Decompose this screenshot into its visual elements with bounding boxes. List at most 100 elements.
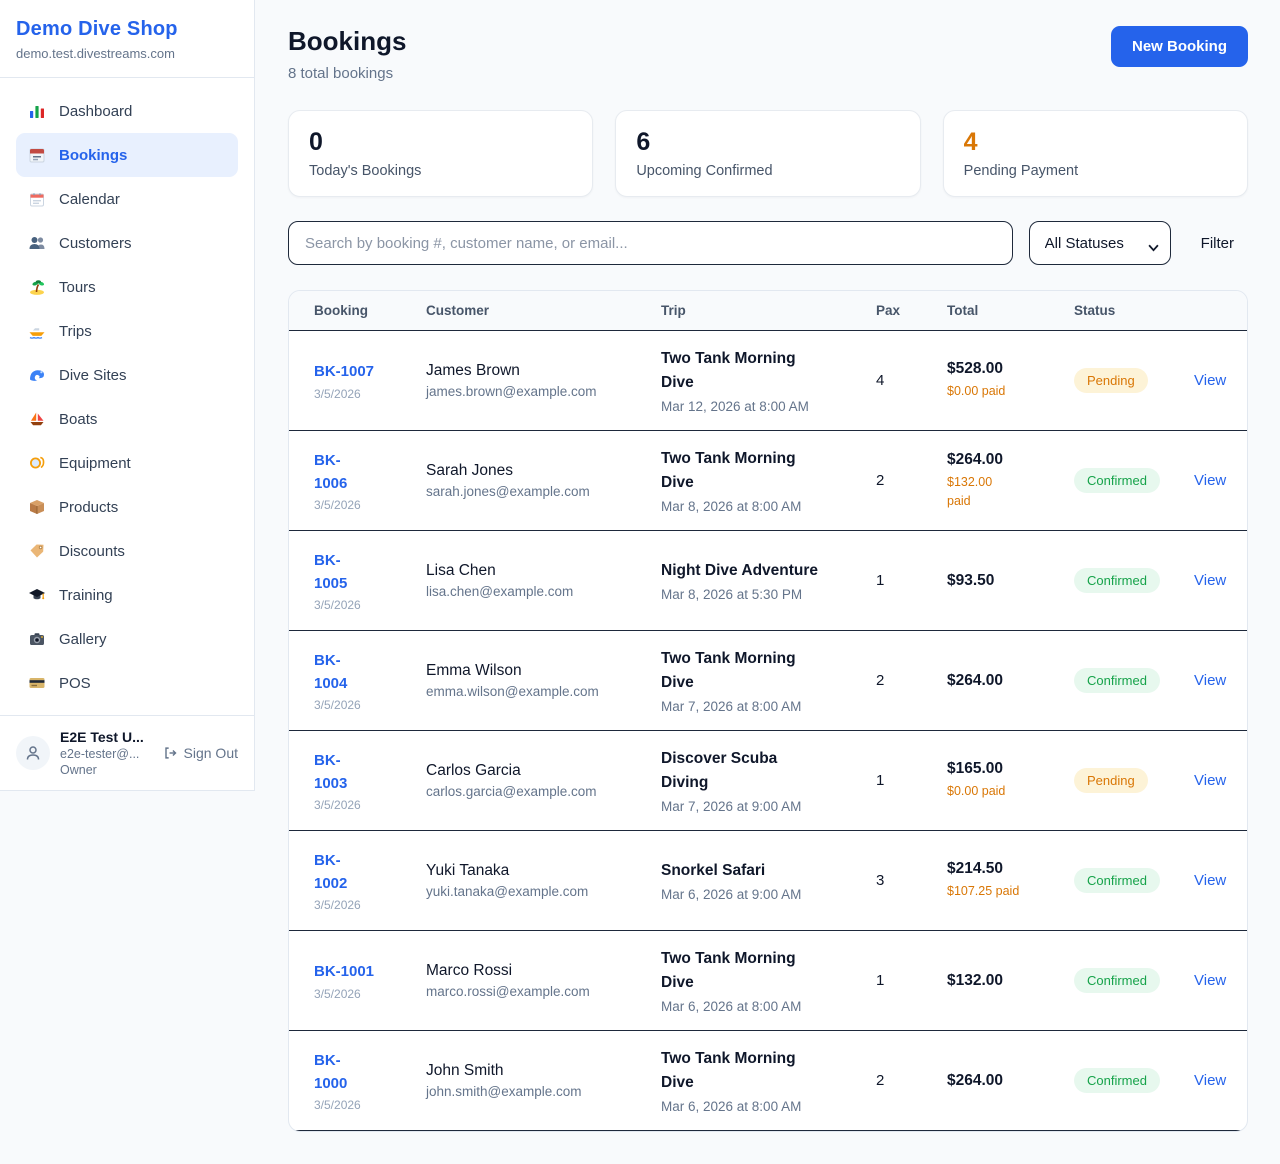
bookings-icon — [28, 146, 46, 164]
sidebar-item-label: Tours — [59, 278, 96, 296]
booking-cell: BK- 1004 3/5/2026 — [314, 649, 426, 713]
trip-name: Two Tank Morning Dive — [661, 1049, 796, 1091]
trip-time: Mar 7, 2026 at 8:00 AM — [661, 699, 802, 715]
stat-value: 4 — [963, 128, 978, 156]
booking-link[interactable]: BK- 1006 — [314, 451, 348, 492]
trip-name: Night Dive Adventure — [661, 561, 819, 579]
sidebar-item-dive-sites[interactable]: Dive Sites — [16, 353, 238, 397]
sidebar-item-tours[interactable]: Tours — [16, 265, 238, 309]
view-link[interactable]: View — [1194, 1071, 1227, 1089]
sidebar-item-label: Training — [59, 586, 113, 604]
boats-icon — [28, 410, 46, 428]
sidebar: Demo Dive Shop demo.test.divestreams.com… — [0, 0, 255, 791]
calendar-icon — [28, 190, 46, 208]
sidebar-item-calendar[interactable]: Calendar — [16, 177, 238, 221]
booking-link[interactable]: BK- 1000 — [314, 1051, 348, 1092]
status-select[interactable]: All Statuses — [1028, 221, 1171, 265]
sidebar-item-equipment[interactable]: Equipment — [16, 441, 238, 485]
customer-email: carlos.garcia@example.com — [426, 784, 597, 799]
trip-name: Two Tank Morning Dive — [661, 949, 796, 991]
booking-cell: BK- 1000 3/5/2026 — [314, 1049, 426, 1113]
view-link[interactable]: View — [1194, 571, 1227, 589]
sidebar-item-discounts[interactable]: Discounts — [16, 529, 238, 573]
sidebar-item-pos[interactable]: POS — [16, 661, 238, 705]
view-link[interactable]: View — [1194, 671, 1227, 689]
trip-cell: Two Tank Morning Dive Mar 8, 2026 at 8:0… — [661, 447, 876, 514]
table-row: BK- 1003 3/5/2026 Carlos Garcia carlos.g… — [289, 731, 1247, 831]
status-badge: Confirmed — [1074, 568, 1160, 593]
sidebar-item-gallery[interactable]: Gallery — [16, 617, 238, 661]
pax-cell: 3 — [876, 872, 885, 889]
stat-label: Upcoming Confirmed — [636, 163, 773, 179]
sidebar-item-dashboard[interactable]: Dashboard — [16, 89, 238, 133]
customer-cell: James Brown james.brown@example.com — [426, 362, 661, 399]
view-link[interactable]: View — [1194, 471, 1227, 489]
view-link[interactable]: View — [1194, 871, 1227, 889]
bookings-table: Booking Customer Trip Pax Total Status B… — [288, 290, 1248, 1132]
sidebar-item-bookings[interactable]: Bookings — [16, 133, 238, 177]
sidebar-item-boats[interactable]: Boats — [16, 397, 238, 441]
sidebar-item-label: Customers — [59, 234, 132, 252]
customer-email: john.smith@example.com — [426, 1084, 582, 1099]
booking-link[interactable]: BK- 1002 — [314, 851, 348, 892]
view-link[interactable]: View — [1194, 771, 1227, 789]
actions-cell: View — [1194, 372, 1236, 390]
customer-email: yuki.tanaka@example.com — [426, 884, 589, 899]
booking-link[interactable]: BK- 1003 — [314, 751, 348, 792]
booking-cell: BK-1001 3/5/2026 — [314, 960, 426, 1000]
filter-button[interactable]: Filter — [1187, 235, 1248, 252]
status-badge: Confirmed — [1074, 968, 1160, 993]
booking-link[interactable]: BK- 1004 — [314, 651, 348, 692]
status-cell: Confirmed — [1074, 968, 1194, 993]
customer-cell: John Smith john.smith@example.com — [426, 1062, 661, 1099]
booking-date: 3/5/2026 — [314, 698, 361, 713]
paid-amount: $107.25 paid — [947, 884, 1020, 899]
stat-label: Pending Payment — [963, 163, 1079, 179]
sidebar-item-customers[interactable]: Customers — [16, 221, 238, 265]
sidebar-item-label: Trips — [59, 322, 92, 340]
paid-amount: $0.00 paid — [947, 784, 1006, 799]
trip-name: Snorkel Safari — [661, 861, 766, 879]
booking-link[interactable]: BK- 1005 — [314, 551, 348, 592]
trip-cell: Discover Scuba Diving Mar 7, 2026 at 9:0… — [661, 747, 876, 814]
booking-link[interactable]: BK-1001 — [314, 963, 375, 981]
brand-name: Demo Dive Shop — [16, 18, 178, 40]
equipment-icon — [28, 454, 46, 472]
customer-name: James Brown — [426, 362, 520, 379]
total-amount: $214.50 — [947, 860, 1004, 878]
sidebar-item-training[interactable]: Training — [16, 573, 238, 617]
trip-name: Discover Scuba Diving — [661, 749, 778, 791]
trip-cell: Two Tank Morning Dive Mar 6, 2026 at 8:0… — [661, 947, 876, 1014]
view-link[interactable]: View — [1194, 371, 1227, 389]
filter-row: All Statuses Filter — [288, 221, 1248, 265]
total-amount: $528.00 — [947, 360, 1004, 378]
total-amount: $93.50 — [947, 571, 995, 589]
total-cell: $264.00 — [947, 1072, 1074, 1090]
trip-cell: Two Tank Morning Dive Mar 6, 2026 at 8:0… — [661, 1047, 876, 1114]
customer-name: Marco Rossi — [426, 962, 513, 979]
booking-cell: BK- 1003 3/5/2026 — [314, 749, 426, 813]
booking-link[interactable]: BK-1007 — [314, 363, 375, 381]
customer-cell: Sarah Jones sarah.jones@example.com — [426, 462, 661, 499]
pax-cell: 2 — [876, 672, 885, 689]
status-badge: Pending — [1074, 368, 1148, 393]
trip-name: Two Tank Morning Dive — [661, 649, 796, 691]
sign-out-button[interactable]: Sign Out — [162, 745, 238, 761]
table-row: BK- 1005 3/5/2026 Lisa Chen lisa.chen@ex… — [289, 531, 1247, 631]
stat-card-pending-payment: 4 Pending Payment — [942, 110, 1248, 197]
actions-cell: View — [1194, 472, 1236, 490]
user-email: e2e-tester@... — [60, 747, 140, 761]
pax-cell: 4 — [876, 372, 885, 389]
trip-time: Mar 8, 2026 at 5:30 PM — [661, 587, 803, 602]
new-booking-button[interactable]: New Booking — [1110, 26, 1248, 67]
sidebar-item-trips[interactable]: Trips — [16, 309, 238, 353]
column-header-trip: Trip — [661, 303, 686, 318]
view-link[interactable]: View — [1194, 971, 1227, 989]
sidebar-item-label: Dive Sites — [59, 366, 127, 384]
user-box: E2E Test U... e2e-tester@... Owner Sign … — [0, 715, 254, 790]
search-input[interactable] — [288, 221, 1013, 265]
customer-cell: Yuki Tanaka yuki.tanaka@example.com — [426, 862, 661, 899]
table-row: BK- 1000 3/5/2026 John Smith john.smith@… — [289, 1031, 1247, 1131]
sidebar-item-products[interactable]: Products — [16, 485, 238, 529]
trip-time: Mar 7, 2026 at 9:00 AM — [661, 799, 802, 815]
